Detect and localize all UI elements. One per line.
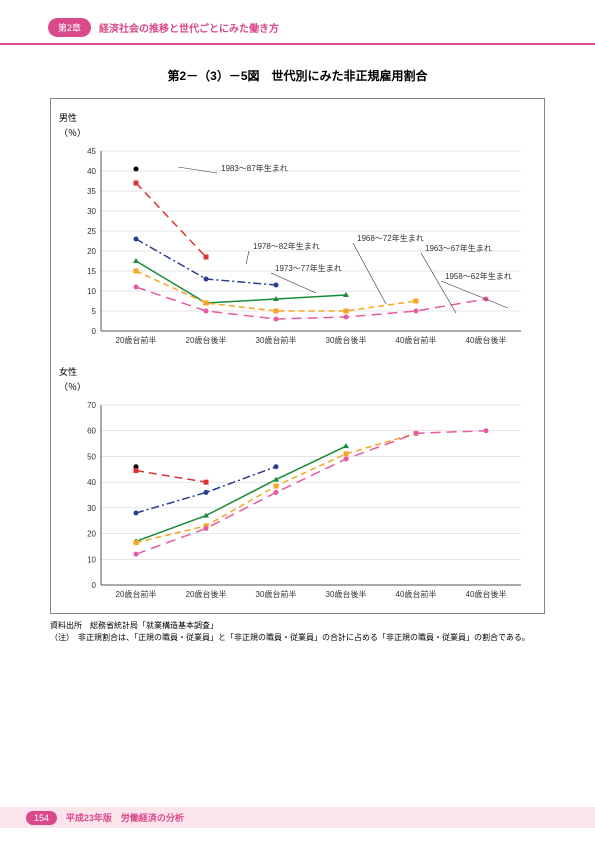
svg-text:0: 0 [92, 581, 97, 590]
footer-text: 平成23年版 労働経済の分析 [66, 813, 184, 823]
svg-text:60: 60 [87, 427, 96, 436]
svg-text:20歳台後半: 20歳台後半 [186, 589, 227, 599]
svg-text:30: 30 [87, 504, 96, 513]
male-unit: （％） [59, 126, 534, 139]
svg-text:1968～72年生まれ: 1968～72年生まれ [357, 233, 424, 243]
male-svg: 0 5 10 15 20 25 30 35 40 45 20歳台前半 20歳台後半 30歳台前半 30歳台… [61, 141, 531, 351]
svg-text:40歳台前半: 40歳台前半 [396, 589, 437, 599]
page-number: 154 [26, 811, 57, 825]
chapter-title: 経済社会の推移と世代ごとにみた働き方 [99, 20, 279, 35]
svg-text:20歳台前半: 20歳台前半 [116, 589, 157, 599]
female-label: 女性 [59, 365, 534, 378]
svg-text:40歳台後半: 40歳台後半 [466, 335, 507, 345]
female-svg: 0 10 20 30 40 50 60 70 20歳台前半 20歳台後半 30歳台前半 30歳台後半 4… [61, 395, 531, 605]
svg-text:1973～77年生まれ: 1973～77年生まれ [275, 263, 342, 273]
svg-text:20歳台後半: 20歳台後半 [186, 335, 227, 345]
svg-text:1963～67年生まれ: 1963～67年生まれ [425, 243, 492, 253]
svg-text:15: 15 [87, 267, 96, 276]
page-footer: 154 平成23年版 労働経済の分析 [0, 807, 595, 828]
svg-text:40歳台前半: 40歳台前半 [396, 335, 437, 345]
source-note: 資料出所 総務省統計局「就業構造基本調査」 [50, 620, 545, 632]
svg-text:1978～82年生まれ: 1978～82年生まれ [253, 241, 320, 251]
svg-text:40: 40 [87, 478, 96, 487]
method-note: （注） 非正規割合は、「正規の職員・従業員」と「非正規の職員・従業員」の合計に占… [50, 632, 545, 644]
notes: 資料出所 総務省統計局「就業構造基本調査」 （注） 非正規割合は、「正規の職員・… [50, 620, 545, 644]
svg-text:20: 20 [87, 247, 96, 256]
svg-text:30歳台後半: 30歳台後半 [326, 335, 367, 345]
svg-text:30歳台前半: 30歳台前半 [256, 589, 297, 599]
male-chart: 男性 （％） 0 5 10 15 20 25 30 35 40 45 20歳台前半 20歳台後半 30歳… [61, 111, 534, 351]
svg-text:35: 35 [87, 187, 96, 196]
svg-text:20歳台前半: 20歳台前半 [116, 335, 157, 345]
female-unit: （％） [59, 380, 534, 393]
svg-text:10: 10 [87, 287, 96, 296]
svg-text:40歳台後半: 40歳台後半 [466, 589, 507, 599]
svg-text:30: 30 [87, 207, 96, 216]
svg-text:20: 20 [87, 530, 96, 539]
chapter-badge: 第2章 [48, 18, 91, 37]
svg-text:40: 40 [87, 167, 96, 176]
page-header: 第2章 経済社会の推移と世代ごとにみた働き方 [0, 0, 595, 45]
svg-text:25: 25 [87, 227, 96, 236]
svg-text:5: 5 [92, 307, 97, 316]
svg-text:70: 70 [87, 401, 96, 410]
svg-text:50: 50 [87, 452, 96, 461]
svg-text:45: 45 [87, 147, 96, 156]
svg-text:1983～87年生まれ: 1983～87年生まれ [221, 163, 288, 173]
svg-text:10: 10 [87, 555, 96, 564]
charts-container: 男性 （％） 0 5 10 15 20 25 30 35 40 45 20歳台前半 20歳台後半 30歳… [50, 98, 545, 614]
female-chart: 女性 （％） 0 10 20 30 40 50 60 70 20歳台前半 20歳台後半 30歳台前半… [61, 365, 534, 605]
svg-text:1958～62年生まれ: 1958～62年生まれ [445, 271, 512, 281]
svg-text:30歳台後半: 30歳台後半 [326, 589, 367, 599]
svg-text:0: 0 [92, 327, 97, 336]
svg-text:30歳台前半: 30歳台前半 [256, 335, 297, 345]
male-label: 男性 [59, 111, 534, 124]
figure-title: 第2－（3）－5図 世代別にみた非正規雇用割合 [0, 67, 595, 84]
